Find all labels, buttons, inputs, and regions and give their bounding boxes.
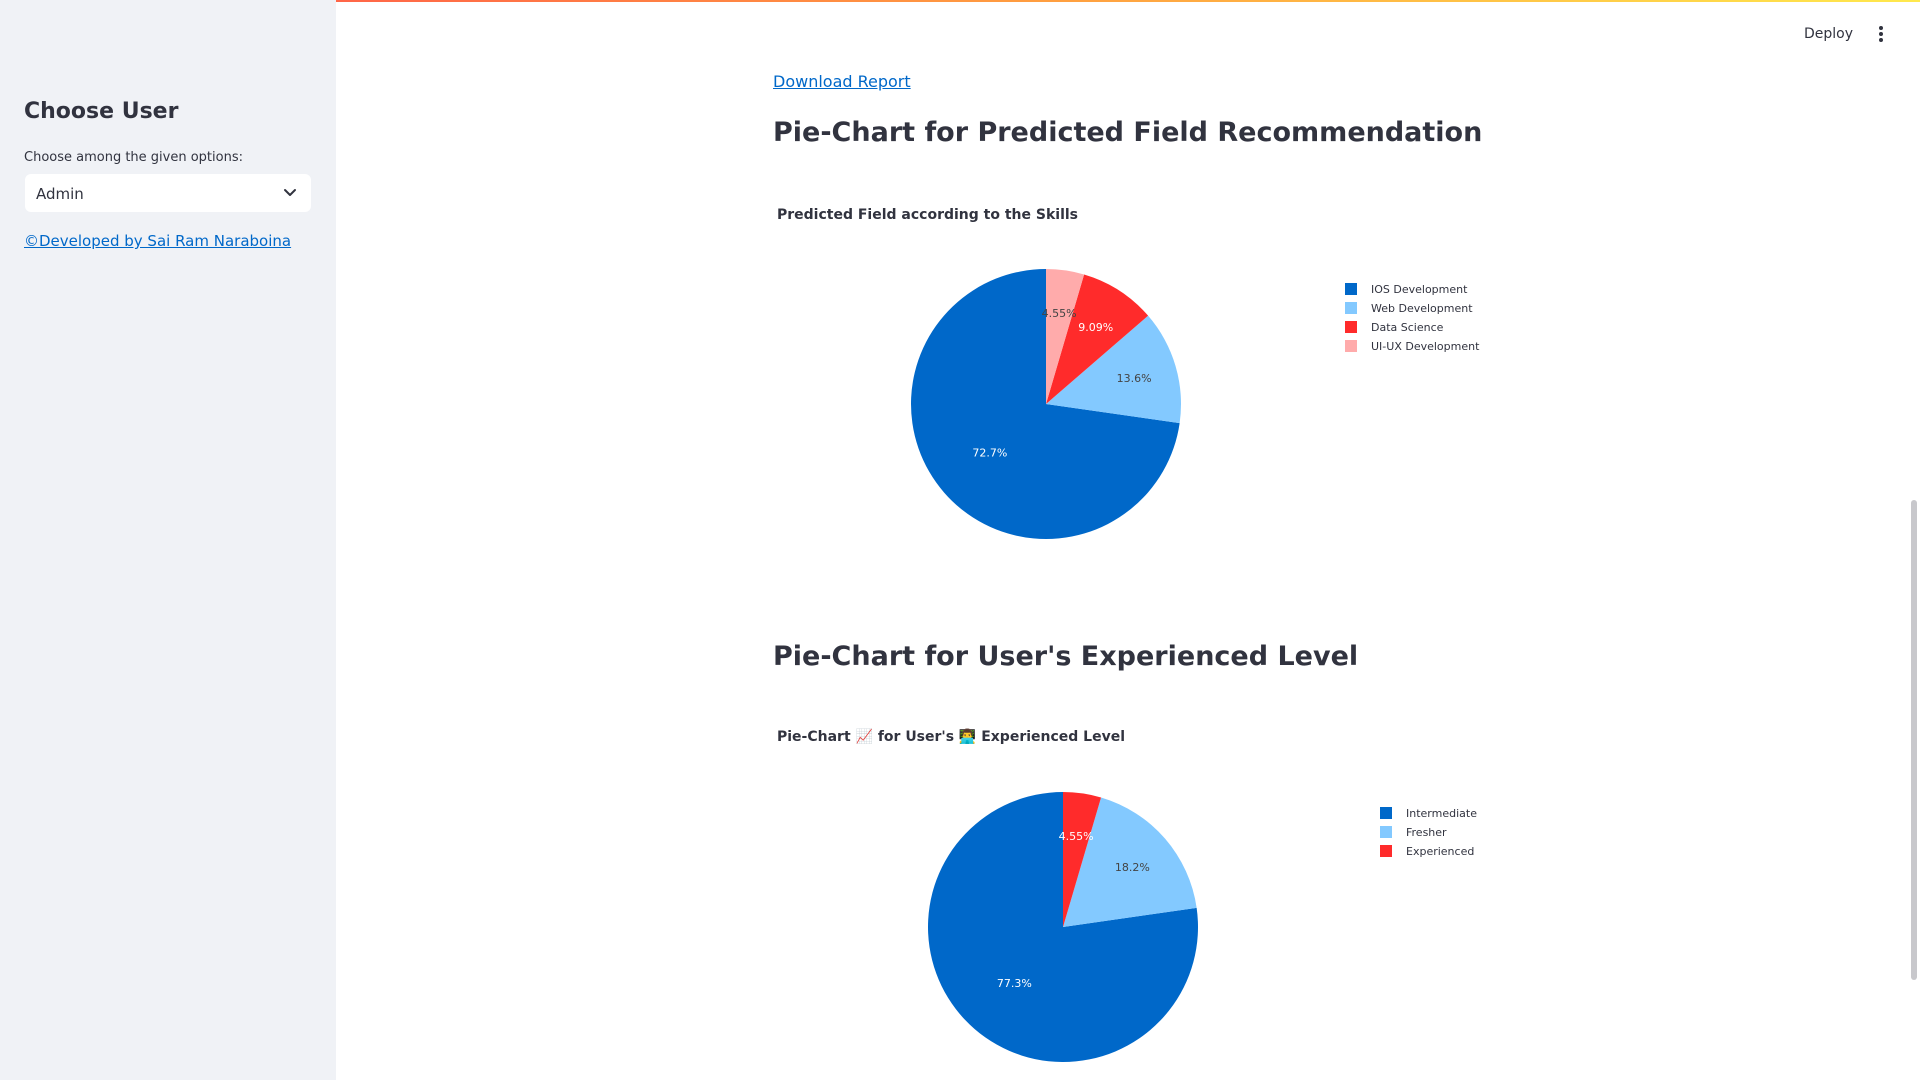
kebab-menu-icon[interactable] xyxy=(1876,26,1886,44)
legend-swatch[interactable] xyxy=(1380,845,1392,857)
pie-slice[interactable] xyxy=(1046,269,1085,404)
sidebar-title: Choose User xyxy=(24,99,179,124)
pie-slice[interactable] xyxy=(911,269,1180,539)
legend-label[interactable]: Web Development xyxy=(1371,302,1473,315)
download-report-link[interactable]: Download Report xyxy=(773,72,911,91)
legend-label[interactable]: Fresher xyxy=(1406,826,1447,839)
legend-label[interactable]: IOS Development xyxy=(1371,283,1468,296)
section-heading-field: Pie-Chart for Predicted Field Recommenda… xyxy=(773,117,1483,148)
select-label: Choose among the given options: xyxy=(24,150,243,165)
legend-swatch[interactable] xyxy=(1345,321,1357,333)
legend-swatch[interactable] xyxy=(1380,807,1392,819)
pie-chart-experience: Pie-Chart 📈 for User's 👨‍💻 Experienced L… xyxy=(777,728,1477,1062)
pie-slice[interactable] xyxy=(1046,315,1182,424)
chart-title: Pie-Chart 📈 for User's 👨‍💻 Experienced L… xyxy=(777,728,1125,745)
pie-slice-label: 4.55% xyxy=(1042,307,1077,320)
top-decoration-bar xyxy=(0,0,1920,2)
pie-slice[interactable] xyxy=(1063,792,1102,927)
legend-label[interactable]: Intermediate xyxy=(1406,807,1477,820)
chevron-down-icon xyxy=(284,189,296,196)
sidebar: Choose User Choose among the given optio… xyxy=(0,0,336,1080)
pie-slice-label: 4.55% xyxy=(1059,830,1094,843)
chart-title: Predicted Field according to the Skills xyxy=(777,207,1078,223)
pie-slice-label: 72.7% xyxy=(972,447,1007,460)
legend-swatch[interactable] xyxy=(1345,283,1357,295)
legend-swatch[interactable] xyxy=(1380,826,1392,838)
pie-slice-label: 13.6% xyxy=(1117,372,1152,385)
pie-slice[interactable] xyxy=(1063,797,1197,927)
legend-swatch[interactable] xyxy=(1345,302,1357,314)
legend-label[interactable]: UI-UX Development xyxy=(1371,340,1480,353)
pie-slice-label: 77.3% xyxy=(997,977,1032,990)
select-value: Admin xyxy=(36,185,84,203)
section-heading-experience: Pie-Chart for User's Experienced Level xyxy=(773,641,1359,672)
pie-chart-field: Predicted Field according to the Skills 7… xyxy=(777,207,1480,539)
pie-slice[interactable] xyxy=(928,792,1199,1062)
pie-slice-label: 9.09% xyxy=(1078,321,1113,334)
pie-slice[interactable] xyxy=(1046,274,1149,404)
legend-swatch[interactable] xyxy=(1345,340,1357,352)
legend-label[interactable]: Data Science xyxy=(1371,321,1444,334)
user-select[interactable]: Admin xyxy=(24,173,312,213)
legend-label[interactable]: Experienced xyxy=(1406,845,1474,858)
pie-slice-label: 18.2% xyxy=(1115,861,1150,874)
deploy-button[interactable]: Deploy xyxy=(1804,26,1854,42)
scrollbar[interactable] xyxy=(1911,500,1917,980)
developer-link[interactable]: ©Developed by Sai Ram Naraboina xyxy=(24,232,292,250)
